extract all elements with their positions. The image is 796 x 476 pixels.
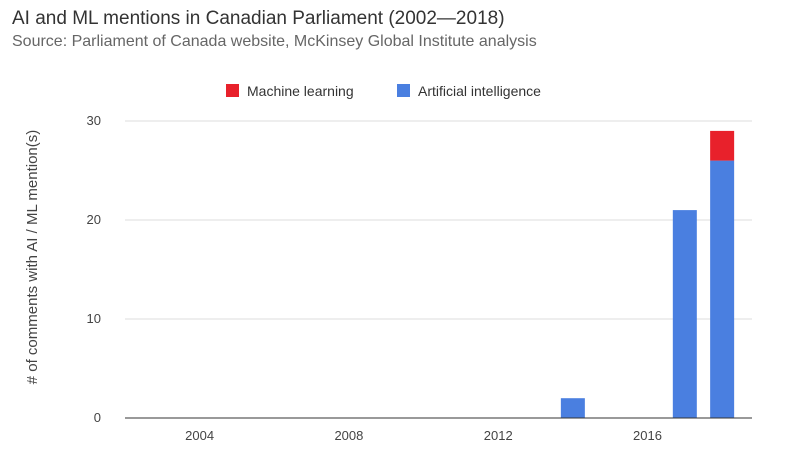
bar-artificial-intelligence-2014: [560, 398, 585, 418]
y-tick-label-0: 0: [94, 410, 101, 425]
grid-lines: [125, 120, 752, 320]
legend: Machine learning Artificial intelligence: [226, 83, 541, 99]
legend-swatch-0: [226, 84, 239, 97]
y-tick-label-1: 10: [87, 311, 101, 326]
y-tick-label-2: 20: [87, 212, 101, 227]
bar-artificial-intelligence-2018: [710, 160, 735, 418]
y-axis-title: # of comments with AI / ML mention(s): [24, 130, 41, 385]
bar-artificial-intelligence-2017: [672, 210, 697, 418]
y-tick-label-3: 30: [87, 113, 101, 128]
x-tick-label-3: 2016: [633, 428, 662, 443]
chart-title: AI and ML mentions in Canadian Parliamen…: [12, 8, 505, 29]
bar-machine-learning-2018: [710, 130, 735, 161]
bars: [560, 130, 735, 418]
legend-swatch-1: [397, 84, 410, 97]
legend-label-1: Artificial intelligence: [418, 83, 541, 99]
x-tick-label-0: 2004: [185, 428, 214, 443]
x-tick-label-1: 2008: [334, 428, 363, 443]
axes: 0 10 20 30 2004 2008 2012 2016: [87, 113, 752, 443]
legend-label-0: Machine learning: [247, 83, 354, 99]
x-tick-label-2: 2012: [484, 428, 513, 443]
chart-subtitle: Source: Parliament of Canada website, Mc…: [12, 33, 537, 50]
